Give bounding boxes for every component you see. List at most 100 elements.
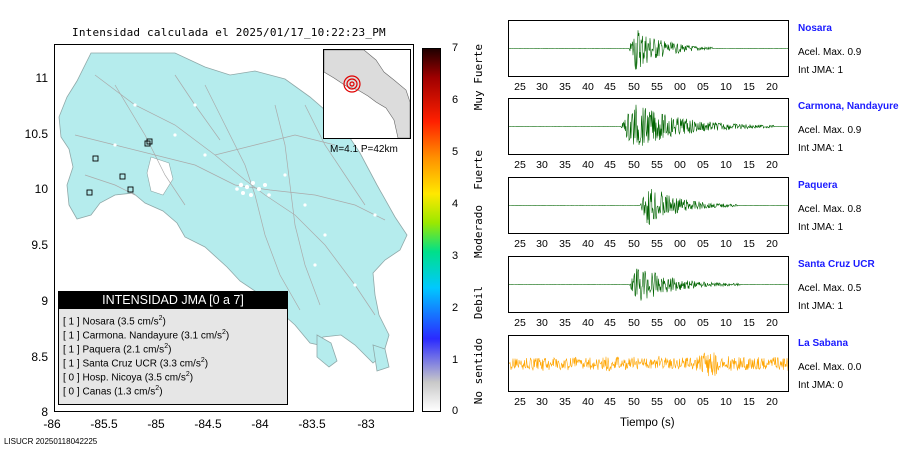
- time-tick-label: 30: [536, 238, 548, 250]
- time-tick-label: 20: [766, 317, 778, 329]
- time-tick-label: 15: [743, 81, 755, 93]
- legend-value: (3.3 cm/s: [159, 358, 201, 370]
- time-tick-label: 15: [743, 396, 755, 408]
- station-jma-intensity: Int JMA: 1: [798, 65, 844, 76]
- colorbar-tick: 6: [452, 94, 459, 106]
- time-tick-label: 05: [697, 396, 709, 408]
- legend-jma: [ 1 ]: [63, 316, 80, 328]
- time-tick-label: 35: [559, 396, 571, 408]
- map-canvas: [58, 52, 408, 372]
- legend-value-close: ): [159, 386, 163, 398]
- legend-value-close: ): [168, 344, 172, 356]
- waveform-line: [508, 188, 788, 225]
- time-tick-label: 55: [651, 159, 663, 171]
- colorbar-word: No sentido: [472, 338, 485, 405]
- time-tick-label: 45: [604, 396, 616, 408]
- lat-tick-label: 9.5: [31, 238, 48, 252]
- legend-row: [ 1 ] Paquera (2.1 cm/s2): [59, 340, 287, 356]
- time-tick-label: 20: [766, 81, 778, 93]
- colorbar-tick: 1: [452, 354, 459, 366]
- time-tick-label: 25: [514, 81, 526, 93]
- legend-value: (3.1 cm/s: [180, 330, 222, 342]
- time-tick-label: 35: [559, 81, 571, 93]
- time-tick-label: 00: [674, 159, 686, 171]
- lon-tick-label: -85: [147, 417, 165, 431]
- legend-row: [ 1 ] Nosara (3.5 cm/s2): [59, 312, 287, 328]
- legend-value-close: ): [189, 372, 194, 384]
- station-jma-intensity: Int JMA: 1: [798, 301, 844, 312]
- time-tick-label: 10: [720, 317, 732, 329]
- time-tick-label: 50: [628, 238, 640, 250]
- legend-station: Nosara: [82, 316, 115, 328]
- time-tick-label: 25: [514, 159, 526, 171]
- lat-tick-label: 11: [35, 71, 48, 85]
- lon-tick-label: -86: [43, 417, 61, 431]
- time-tick-label: 30: [536, 81, 548, 93]
- time-tick-label: 00: [674, 317, 686, 329]
- time-tick-label: 30: [536, 159, 548, 171]
- station-peak-accel: Acel. Max. 0.0: [798, 362, 862, 373]
- time-tick-label: 40: [582, 396, 594, 408]
- station-peak-accel: Acel. Max. 0.8: [798, 204, 862, 215]
- lat-tick-label: 9: [41, 294, 48, 308]
- colorbar-word: Debil: [472, 286, 485, 320]
- time-tick-label: 35: [559, 238, 571, 250]
- time-ticks: 25 30 35 40 45 50 55 00 05 10 15 20: [508, 81, 789, 95]
- station-name: La Sabana: [798, 338, 849, 349]
- time-tick-label: 25: [514, 238, 526, 250]
- legend-unit-exponent: 2: [221, 329, 226, 336]
- station-name: Santa Cruz UCR: [798, 259, 875, 270]
- station-peak-accel: Acel. Max. 0.9: [798, 47, 862, 58]
- map-title: Intensidad calculada el 2025/01/17_10:22…: [72, 26, 386, 39]
- lon-tick-label: -84: [251, 417, 269, 431]
- time-tick-label: 50: [628, 317, 640, 329]
- lat-tick-label: 8: [41, 405, 48, 419]
- inset-land: [323, 49, 411, 139]
- time-tick-label: 05: [697, 159, 709, 171]
- legend-value-close: ): [204, 358, 209, 370]
- legend-station: Santa Cruz UCR: [82, 358, 157, 370]
- legend-rows: [ 1 ] Nosara (3.5 cm/s2)[ 1 ] Carmona. N…: [59, 309, 287, 398]
- time-tick-label: 00: [674, 81, 686, 93]
- time-tick-label: 45: [604, 159, 616, 171]
- legend-header: INTENSIDAD JMA [0 a 7]: [59, 292, 287, 309]
- time-tick-label: 10: [720, 396, 732, 408]
- legend-jma: [ 1 ]: [63, 330, 80, 342]
- time-tick-label: 30: [536, 317, 548, 329]
- legend-value-close: ): [162, 316, 166, 328]
- legend-row: [ 1 ] Carmona. Nandayure (3.1 cm/s2): [59, 326, 287, 342]
- time-tick-label: 10: [720, 238, 732, 250]
- time-tick-label: 25: [514, 317, 526, 329]
- time-tick-label: 55: [651, 238, 663, 250]
- time-tick-label: 35: [559, 159, 571, 171]
- lat-tick-label: 8.5: [31, 350, 48, 364]
- seismogram-trace: [508, 98, 789, 155]
- time-tick-label: 15: [743, 317, 755, 329]
- time-tick-label: 45: [604, 81, 616, 93]
- legend-jma: [ 1 ]: [63, 358, 80, 370]
- burica-point: [372, 344, 390, 372]
- time-tick-label: 40: [582, 317, 594, 329]
- station-jma-intensity: Int JMA: 1: [798, 222, 844, 233]
- time-tick-label: 55: [651, 317, 663, 329]
- station-name: Paquera: [798, 180, 838, 191]
- waveform-line: [508, 268, 789, 301]
- time-ticks: 25 30 35 40 45 50 55 00 05 10 15 20: [508, 317, 789, 331]
- legend-unit-exponent: 2: [164, 343, 169, 350]
- time-tick-label: 45: [604, 317, 616, 329]
- osa-peninsula: [316, 334, 338, 368]
- lon-tick-label: -85.5: [90, 417, 118, 431]
- legend-jma: [ 0 ]: [63, 372, 80, 384]
- lat-tick-label: 10: [34, 182, 48, 196]
- legend-station: Hosp. Nicoya: [82, 372, 142, 384]
- lon-tick-label: -83: [357, 417, 375, 431]
- colorbar-tick: 7: [452, 42, 459, 54]
- time-tick-label: 40: [582, 81, 594, 93]
- legend-row: [ 1 ] Santa Cruz UCR (3.3 cm/s2): [59, 354, 287, 370]
- time-tick-label: 00: [674, 238, 686, 250]
- legend-station: Paquera: [82, 344, 121, 356]
- station-peak-accel: Acel. Max. 0.9: [798, 125, 862, 136]
- time-tick-label: 30: [536, 396, 548, 408]
- time-ticks: 25 30 35 40 45 50 55 00 05 10 15 20: [508, 159, 789, 173]
- legend-station: Canas: [82, 386, 112, 398]
